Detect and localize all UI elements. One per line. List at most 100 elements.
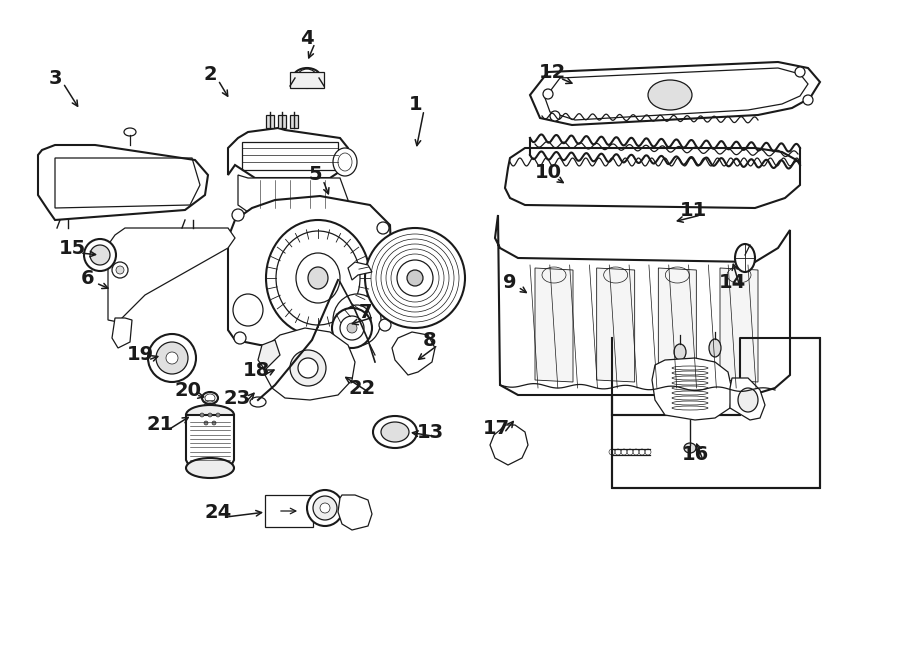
Ellipse shape <box>365 228 465 328</box>
Text: 1: 1 <box>410 95 423 114</box>
Ellipse shape <box>308 267 328 289</box>
Ellipse shape <box>116 266 124 274</box>
Ellipse shape <box>340 316 364 340</box>
Polygon shape <box>278 115 286 128</box>
Ellipse shape <box>208 413 212 417</box>
Text: 17: 17 <box>482 418 509 438</box>
Ellipse shape <box>543 89 553 99</box>
Ellipse shape <box>684 443 696 453</box>
Polygon shape <box>495 215 790 395</box>
Ellipse shape <box>84 239 116 271</box>
Ellipse shape <box>373 416 417 448</box>
Ellipse shape <box>202 392 218 404</box>
Ellipse shape <box>205 394 215 402</box>
Polygon shape <box>262 328 355 400</box>
Ellipse shape <box>234 332 246 344</box>
Text: 2: 2 <box>203 65 217 85</box>
Ellipse shape <box>293 68 321 88</box>
Ellipse shape <box>200 413 204 417</box>
Polygon shape <box>392 332 435 375</box>
Polygon shape <box>730 378 765 420</box>
Ellipse shape <box>233 294 263 326</box>
Ellipse shape <box>803 95 813 105</box>
Ellipse shape <box>232 209 244 221</box>
Text: 7: 7 <box>359 303 373 321</box>
Ellipse shape <box>204 421 208 425</box>
Ellipse shape <box>397 260 433 296</box>
Text: 3: 3 <box>49 69 62 87</box>
Polygon shape <box>238 175 348 212</box>
Text: 19: 19 <box>126 346 154 364</box>
Ellipse shape <box>333 294 381 346</box>
Ellipse shape <box>156 342 188 374</box>
Text: 18: 18 <box>242 360 270 379</box>
Ellipse shape <box>381 422 409 442</box>
Text: 14: 14 <box>718 272 745 292</box>
Polygon shape <box>186 415 234 468</box>
Text: 22: 22 <box>348 379 375 397</box>
Ellipse shape <box>738 388 758 412</box>
Ellipse shape <box>307 490 343 526</box>
Ellipse shape <box>250 397 266 407</box>
Polygon shape <box>597 268 634 382</box>
Ellipse shape <box>550 111 560 121</box>
Polygon shape <box>535 268 573 382</box>
Text: 13: 13 <box>417 422 444 442</box>
Polygon shape <box>228 128 348 178</box>
Polygon shape <box>290 72 324 88</box>
Text: 10: 10 <box>535 163 562 182</box>
Ellipse shape <box>186 458 234 478</box>
Ellipse shape <box>296 253 340 303</box>
Polygon shape <box>658 268 697 382</box>
Ellipse shape <box>333 148 357 176</box>
Polygon shape <box>530 62 820 125</box>
Text: 4: 4 <box>301 28 314 48</box>
Ellipse shape <box>407 270 423 286</box>
Ellipse shape <box>795 67 805 77</box>
Polygon shape <box>720 268 758 382</box>
Polygon shape <box>112 318 132 348</box>
Text: 23: 23 <box>223 389 250 407</box>
Ellipse shape <box>377 222 389 234</box>
Ellipse shape <box>186 405 234 425</box>
Ellipse shape <box>276 231 360 325</box>
Polygon shape <box>338 495 372 530</box>
Text: 24: 24 <box>204 502 231 522</box>
Text: 21: 21 <box>147 416 174 434</box>
Ellipse shape <box>709 339 721 357</box>
Text: 6: 6 <box>81 268 94 288</box>
Ellipse shape <box>298 358 318 378</box>
Ellipse shape <box>212 421 216 425</box>
Ellipse shape <box>674 344 686 360</box>
Ellipse shape <box>735 244 755 272</box>
Ellipse shape <box>338 153 352 171</box>
Polygon shape <box>490 425 528 465</box>
Polygon shape <box>258 340 280 370</box>
Polygon shape <box>266 115 274 128</box>
Ellipse shape <box>332 308 372 348</box>
Ellipse shape <box>379 319 391 331</box>
Polygon shape <box>505 148 800 208</box>
Ellipse shape <box>313 496 337 520</box>
Ellipse shape <box>90 245 110 265</box>
Ellipse shape <box>124 128 136 136</box>
Text: 16: 16 <box>681 446 708 465</box>
Text: 11: 11 <box>680 200 706 219</box>
Text: 15: 15 <box>58 239 86 258</box>
Ellipse shape <box>298 69 316 83</box>
Text: 9: 9 <box>503 272 517 292</box>
Ellipse shape <box>290 350 326 386</box>
Ellipse shape <box>112 262 128 278</box>
Text: 20: 20 <box>175 381 202 399</box>
Polygon shape <box>652 358 732 420</box>
Polygon shape <box>612 338 820 488</box>
Bar <box>265 495 313 527</box>
Ellipse shape <box>347 323 357 333</box>
Ellipse shape <box>166 352 178 364</box>
Ellipse shape <box>320 503 330 513</box>
Polygon shape <box>290 115 298 128</box>
Ellipse shape <box>266 220 370 336</box>
Polygon shape <box>38 145 208 220</box>
Polygon shape <box>348 262 372 280</box>
Ellipse shape <box>648 80 692 110</box>
